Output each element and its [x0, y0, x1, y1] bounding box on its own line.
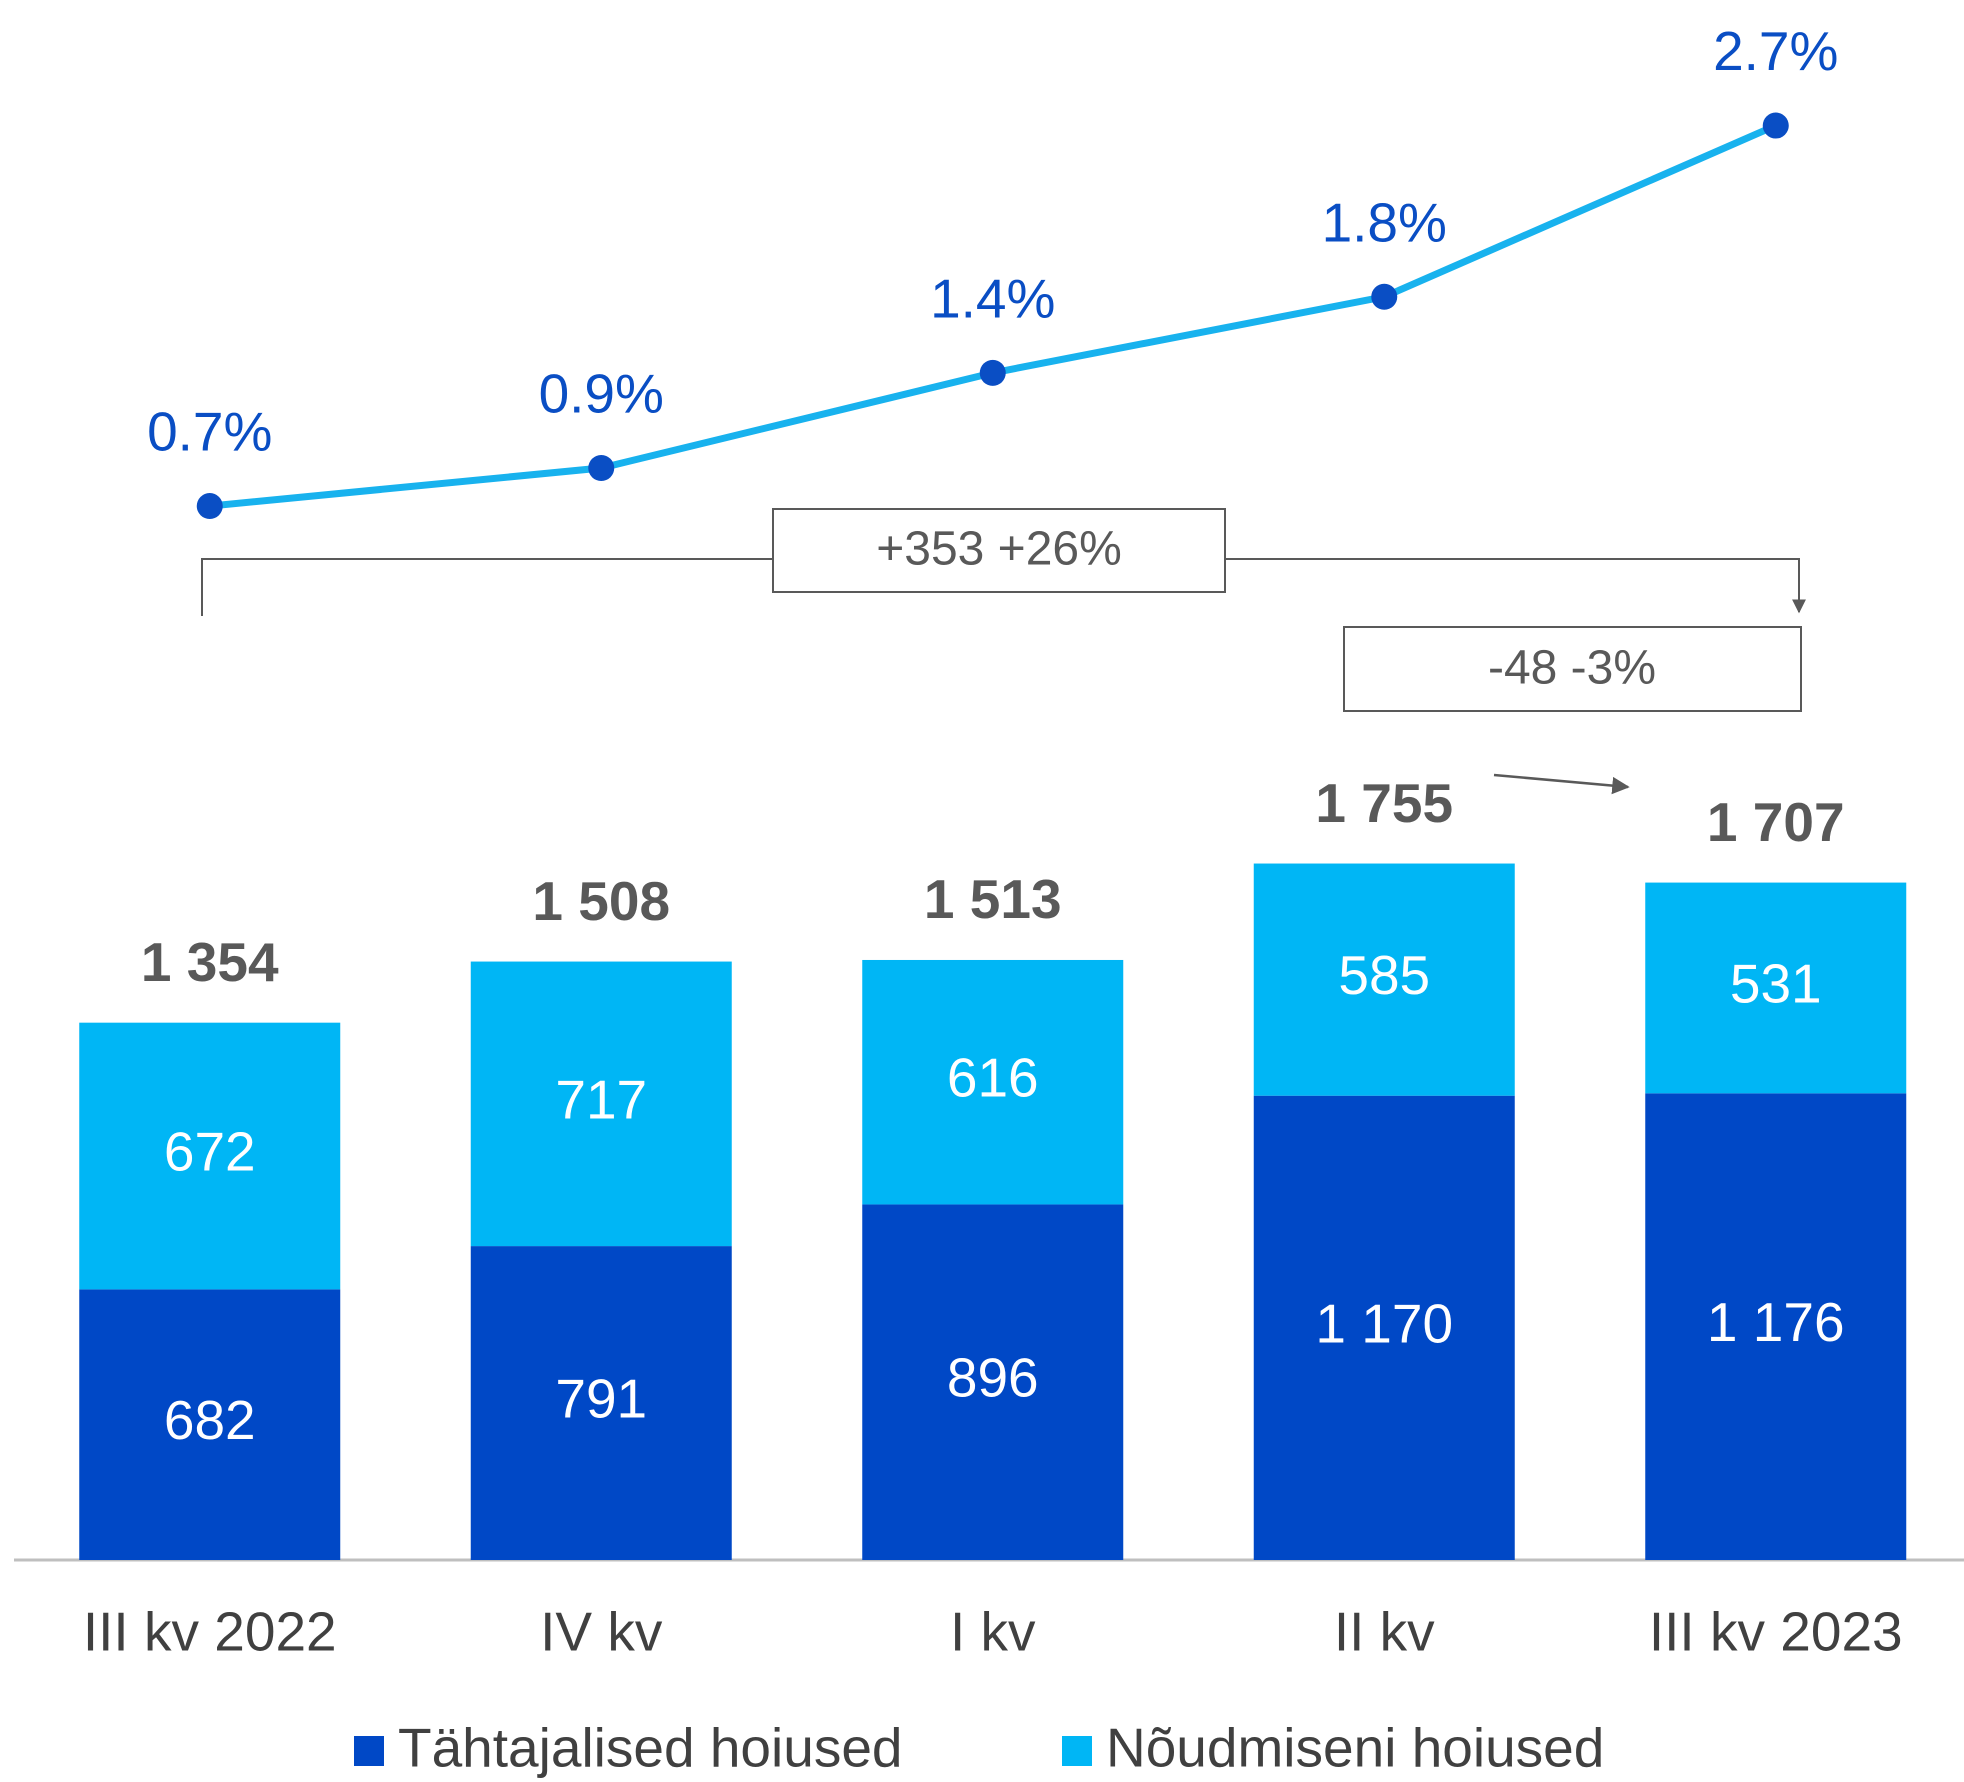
annotation-box	[772, 508, 1226, 593]
total-label: 1 755	[1315, 772, 1453, 834]
bar-segment	[1645, 1093, 1907, 1560]
legend-swatch	[354, 1736, 384, 1766]
bar-segment	[79, 1022, 341, 1290]
bar-segment	[1253, 1095, 1515, 1560]
annotation-box	[1343, 626, 1802, 712]
legend-label: Nõudmiseni hoiused	[1106, 1717, 1604, 1779]
line-label: 1.4%	[930, 267, 1055, 329]
value-label: 531	[1730, 952, 1822, 1014]
bar-segment	[862, 959, 1124, 1205]
total-label: 1 354	[141, 931, 279, 993]
x-tick-label: III kv 2022	[83, 1601, 337, 1663]
line-label: 1.8%	[1322, 191, 1447, 253]
value-label: 896	[947, 1347, 1039, 1409]
line-point	[1371, 283, 1398, 310]
line-label: 2.7%	[1713, 20, 1838, 82]
line-point	[1762, 112, 1789, 139]
bracket	[201, 558, 773, 616]
bar-segment	[1253, 863, 1515, 1096]
bar-segment	[1645, 882, 1907, 1094]
total-label: 1 707	[1707, 791, 1845, 853]
bar-segment	[470, 961, 732, 1247]
legend-label: Tähtajalised hoiused	[398, 1717, 903, 1779]
annotation: -48 -3%	[1488, 642, 1656, 695]
bar-segment	[862, 1204, 1124, 1560]
bracket	[1225, 558, 1806, 614]
total-label: 1 508	[532, 870, 670, 932]
value-label: 791	[555, 1368, 647, 1430]
line-label: 0.9%	[539, 363, 664, 425]
value-label: 717	[555, 1068, 647, 1130]
legend-swatch	[1062, 1736, 1092, 1766]
value-label: 585	[1338, 944, 1430, 1006]
value-label: 1 176	[1707, 1291, 1845, 1353]
value-label: 672	[164, 1121, 256, 1183]
value-label: 1 170	[1315, 1292, 1453, 1354]
x-tick-label: II kv	[1334, 1601, 1435, 1663]
x-tick-label: IV kv	[540, 1601, 663, 1663]
arrow	[1493, 773, 1630, 795]
line-point	[196, 493, 223, 520]
value-label: 616	[947, 1047, 1039, 1109]
line-point	[588, 455, 615, 481]
line-label: 0.7%	[147, 401, 272, 463]
bar-segment	[79, 1289, 341, 1560]
value-label: 682	[164, 1389, 256, 1451]
annotation: +353 +26%	[876, 523, 1122, 576]
line-point	[979, 359, 1006, 386]
total-label: 1 513	[924, 868, 1062, 930]
bar-segment	[470, 1246, 732, 1560]
x-tick-label: I kv	[950, 1601, 1036, 1663]
x-tick-label: III kv 2023	[1649, 1601, 1903, 1663]
